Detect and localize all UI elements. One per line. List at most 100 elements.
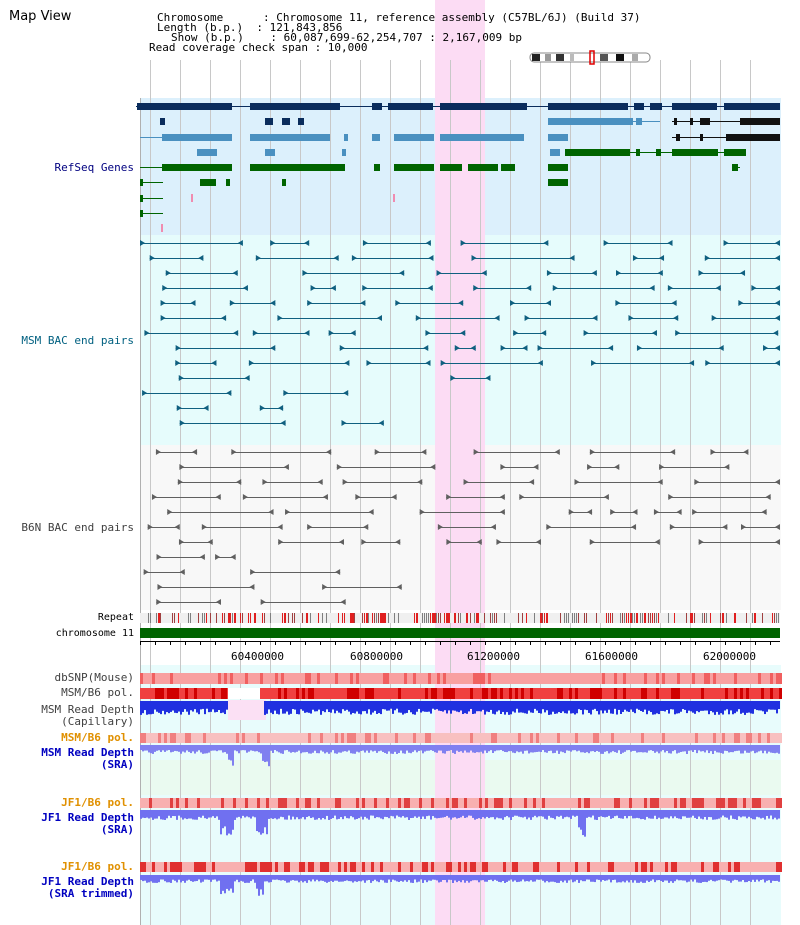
jf1-depth-trimmed-bar [422,875,424,883]
track-label-chromosome[interactable]: chromosome 11 [55,628,134,639]
msm-pol-strip [722,688,725,699]
jf1-pol-strip [311,798,314,808]
msm-depth-sra-bar [176,745,178,752]
msm-depth-capillary-bar [416,701,418,712]
msm-pol2-strip [332,733,335,743]
jf1-depth-bar [404,810,406,818]
jf1-depth-trimmed-bar [418,875,420,882]
track-label-msm-pol-2[interactable]: MSM/B6 pol. [61,731,134,744]
track-label-msm-depth-sra[interactable]: MSM Read Depth [41,746,134,759]
msm-depth-capillary-bar [654,701,656,715]
track-label-jf1-depth[interactable]: JF1 Read Depth [41,811,134,824]
msm-depth-capillary-bar [500,701,502,714]
jf1-depth-bar [518,810,520,817]
jf1-depth-bar [750,810,752,819]
msm-pol-strip [569,688,572,699]
msm-depth-capillary-bar [382,701,384,710]
msm-depth-sra-bar [342,745,344,752]
msm-pol2-strip [410,733,413,743]
jf1-depth-bar [438,810,440,819]
jf1-pol-strip [638,798,641,808]
msm-pol-strip [467,688,470,699]
jf1-pol-strip [779,798,782,808]
msm-depth-sra-bar [324,745,326,754]
jf1-depth-trimmed-bar [194,875,196,882]
jf1-pol-strip [464,798,467,808]
jf1-pol-strip [485,798,488,808]
jf1-depth-bar [516,810,518,816]
dbsnp-strip [233,673,236,684]
bac-end-marker [270,345,276,351]
msm-depth-sra-bar [320,745,322,751]
jf1-pol2-strip [506,862,509,872]
jf1-depth-trimmed-bar [532,875,534,882]
msm-pol2-strip [386,733,389,743]
repeat-element [636,613,638,623]
msm-depth-capillary-bar [164,701,166,715]
jf1-depth-bar [676,810,678,819]
jf1-depth-bar [552,810,554,819]
msm-depth-capillary-bar [302,701,304,711]
jf1-depth-trimmed-bar [698,875,700,883]
msm-pol-strip [548,688,551,699]
msm-pol-strip [551,688,554,699]
msm-depth-capillary-bar [520,701,522,713]
track-label-repeat[interactable]: Repeat [97,612,134,623]
track-label-msm-bac[interactable]: MSM BAC end pairs [21,334,134,347]
track-label-msm-depth-capillary[interactable]: MSM Read Depth [41,703,134,716]
msm-depth-sra-bar [468,745,470,753]
msm-depth-capillary-bar [732,701,734,715]
repeat-element [440,613,441,623]
jf1-pol-strip [401,798,404,808]
msm-depth-capillary-bar [392,701,394,714]
jf1-depth-trimmed-bar [252,875,254,880]
track-label-msm-pol[interactable]: MSM/B6 pol. [61,686,134,699]
bac-end-marker [454,345,460,351]
jf1-depth-trimmed-bar [678,875,680,881]
msm-depth-sra-bar [516,745,518,752]
jf1-depth-trimmed-bar [314,875,316,882]
msm-depth-capillary-bar [370,701,372,715]
dbsnp-strip [437,673,440,684]
jf1-depth-bar [626,810,628,819]
dbsnp-strip [431,673,434,684]
jf1-pol2-strip [599,862,602,872]
refseq-exon [732,164,738,171]
bac-end-marker [278,539,284,545]
jf1-depth-trimmed-bar [340,875,342,882]
msm-pol2-strip [362,733,365,743]
bac-end-marker [546,300,552,306]
msm-depth-sra-bar [310,745,312,754]
jf1-depth-bar [240,810,242,819]
jf1-depth-bar [708,810,710,818]
dbsnp-strip [413,673,416,684]
msm-depth-sra-bar [508,745,510,752]
jf1-depth-bar [462,810,464,816]
jf1-pol-strip [341,798,344,808]
jf1-depth-bar [502,810,504,820]
repeat-element [610,613,611,623]
msm-pol-strip [671,688,674,699]
track-label-jf1-pol[interactable]: JF1/B6 pol. [61,796,134,809]
msm-depth-sra-bar [580,745,582,753]
msm-depth-sra-bar [698,745,700,751]
jf1-depth-bar [624,810,626,817]
jf1-pol-strip [386,798,389,808]
track-label-jf1-depth-trimmed[interactable]: JF1 Read Depth [41,875,134,888]
bac-end-marker [277,524,283,530]
refseq-exon [388,103,433,110]
track-label-b6n-bac[interactable]: B6N BAC end pairs [21,521,134,534]
jf1-depth-bar [574,810,576,817]
track-label-refseq[interactable]: RefSeq Genes [54,161,134,174]
msm-depth-sra-bar [434,745,436,753]
msm-pol-strip [764,688,767,699]
dbsnp-strip [281,673,284,684]
msm-depth-sra-bar [260,745,262,754]
jf1-depth-bar [170,810,172,818]
track-label-jf1-pol-2[interactable]: JF1/B6 pol. [61,860,134,873]
msm-depth-sra-bar [286,745,288,751]
track-label-dbsnp[interactable]: dbSNP(Mouse) [54,671,134,684]
msm-depth-capillary-bar [170,701,172,712]
ruler-tick-label: 62000000 [703,650,756,663]
